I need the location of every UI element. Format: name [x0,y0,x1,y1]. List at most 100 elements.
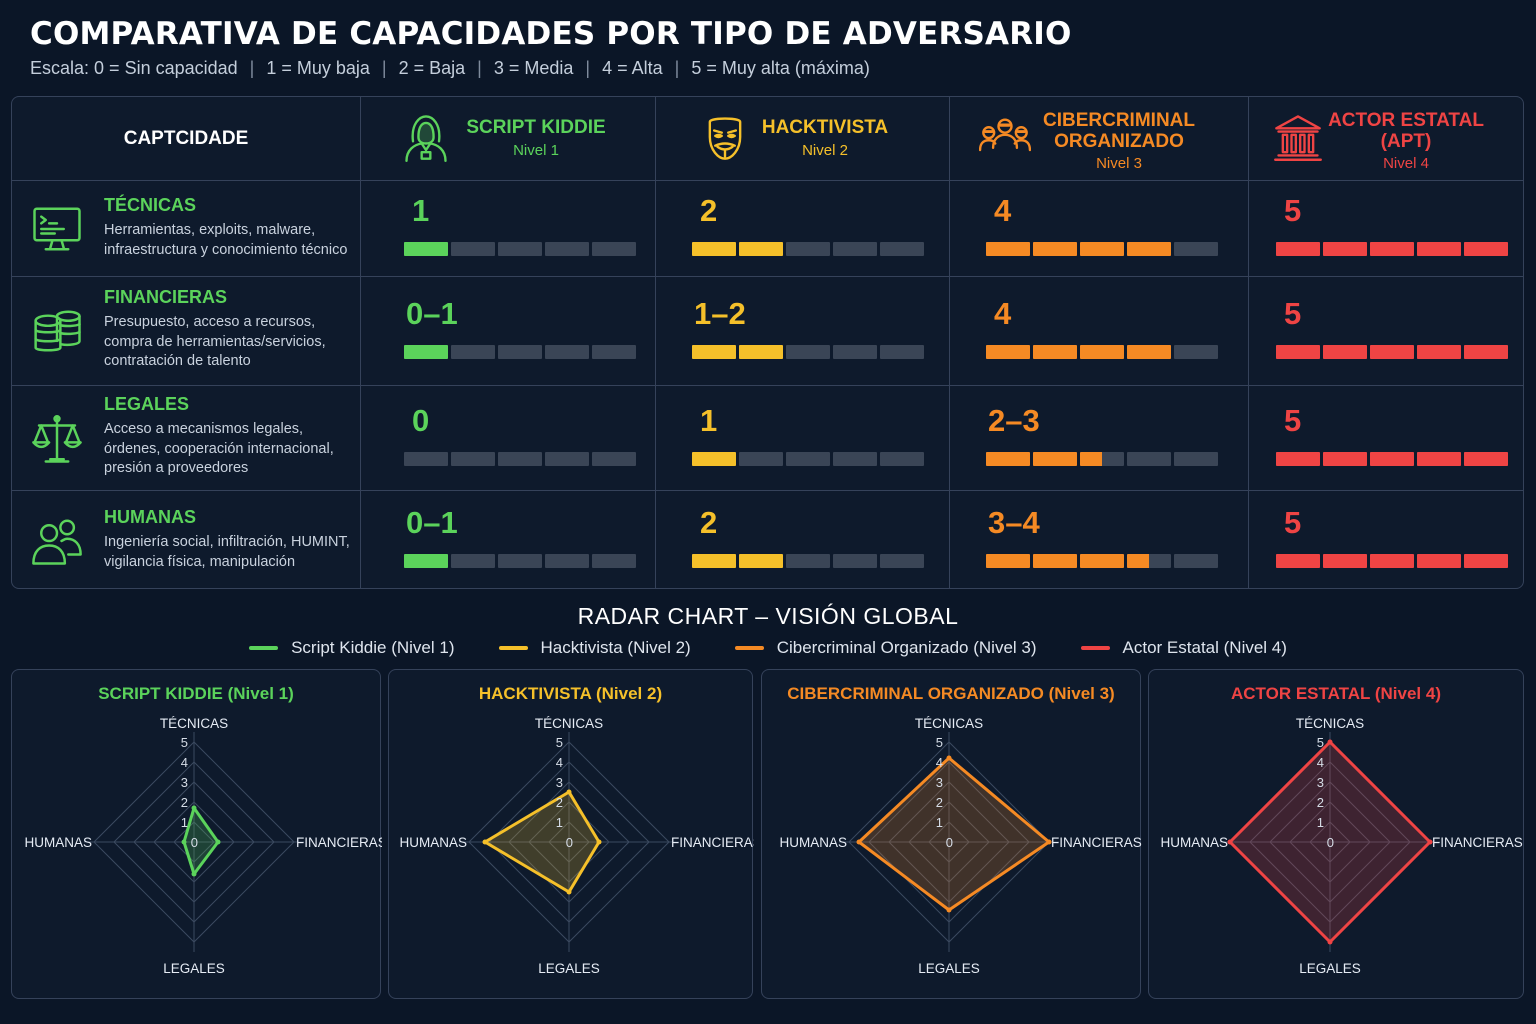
score-bar-fill [1276,242,1320,256]
description-line: Herramientas, exploits, malware, [104,222,316,238]
computer-terminal-icon [30,202,84,261]
score-bar-segment [404,554,448,568]
anonymous-mask-icon [699,111,751,168]
adversary-header: ACTOR ESTATAL (APT) Nivel 4 [1248,97,1523,181]
score-bar-fill [404,554,448,568]
score-bar [692,344,924,359]
radar-panel: CIBERCRIMINAL ORGANIZADO (Nivel 3) 0 1 2 3 4 5… [761,669,1142,999]
score-bar-segment [786,344,830,359]
score-bar [404,344,636,359]
score-bar-segment [739,242,783,256]
score-bar-fill [1370,554,1414,568]
score-bar-segment [1370,344,1414,359]
adversary-name-line: ACTOR ESTATAL [1328,110,1484,131]
score-value: 2 [700,193,718,228]
score-bar-fill [986,554,1030,568]
capability-name: HUMANAS [104,507,196,527]
score-bar [986,242,1218,256]
score-bar-segment [880,344,924,359]
hooded-hacker-icon [405,115,447,163]
score-bar-segment [498,242,542,256]
radar-axis-label: LEGALES [538,961,600,976]
radar-chart: 01 2 3 4 5 TÉCNICAS FINANCIERAS LEGALES HUMANAS [399,716,754,976]
adversary-name-line: HACKTIVISTA [761,117,889,138]
adversary-level: Nivel 2 [802,142,848,159]
radar-tick-label: 3 [1317,775,1324,790]
score-bar-fill [1464,344,1508,359]
score-bar-segment [1174,451,1218,466]
score-bar [986,344,1218,359]
score-bar-segment [592,344,636,359]
row-divider [12,490,1523,491]
scale-prefix: Escala: [30,58,90,78]
score-value: 5 [1284,505,1302,540]
score-bar [692,242,924,256]
radar-series-polygon [483,790,601,894]
score-bar-fill [1417,344,1461,359]
radar-axis-label: HUMANAS [779,835,847,850]
score-bar-segment [1080,554,1124,568]
legend-label: Actor Estatal (Nivel 4) [1122,638,1287,657]
radar-panel: SCRIPT KIDDIE (Nivel 1) 0 1 2 3 4 5 TÉCNICAS FIN… [11,669,382,999]
scale-separator: | [249,58,255,78]
score-bar-fill [1080,554,1124,568]
score-bar [1276,344,1508,359]
radar-point [1046,839,1052,845]
capability-row-label: LEGALES Acceso a mecanismos legales, órden… [12,385,360,490]
score-bar-segment [1127,344,1171,359]
radar-point [1427,839,1433,845]
radar-tick-label: 3 [556,775,563,790]
score-bar-fill [1276,554,1320,568]
score-bar-segment [1323,451,1367,466]
computer-terminal-icon [33,207,81,251]
score-bar-segment [986,242,1030,256]
score-bar-segment [1174,242,1218,256]
radar-axis-label: FINANCIERAS [296,835,382,850]
radar-section-title: RADAR CHART – VISIÓN GLOBAL [577,603,959,629]
score-bar-segment [880,242,924,256]
score-bar-segment [1276,451,1320,466]
score-bar-segment [404,451,448,466]
score-bar-segment [404,242,448,256]
radar-title: ACTOR ESTATAL (Nivel 4) [1230,684,1441,703]
score-bar-fill [1417,242,1461,256]
score-value: 5 [1284,295,1302,331]
score-bar-fill [739,554,783,568]
capabilities-table: CAPTCIDADE SCRIPT KIDDIE Nivel 1 HACKTIVIST… [11,96,1524,589]
score-bar-segment [451,344,495,359]
adversary-name: CIBERCRIMINAL ORGANIZADO [1009,110,1229,152]
score-value: 5 [1284,402,1302,438]
radar-tick-label: 4 [556,755,563,770]
score-bar-fill [1080,344,1124,359]
score-bar-segment [545,242,589,256]
capability-score-cell: 2–3 [949,385,1248,490]
score-bar-segment [545,451,589,466]
radar-tick-label: 0 [1327,835,1334,850]
radar-tick-label: 0 [191,835,198,850]
legend-item: Cibercriminal Organizado (Nivel 3) [734,638,1037,658]
radar-tick-label: 0 [946,835,953,850]
radar-axis-label: LEGALES [1299,961,1361,976]
score-bar [692,554,924,568]
radar-point [946,907,952,913]
radar-point [856,839,862,845]
score-bar-segment [1080,344,1124,359]
adversary-level: Nivel 4 [1383,155,1429,172]
adversary-name: HACKTIVISTA [715,117,935,138]
capability-description: Herramientas, exploits, malware, infraest… [104,221,347,260]
radar-point [1327,739,1333,745]
radar-legend: Script Kiddie (Nivel 1) Hacktivista (Nive… [0,638,1536,658]
score-bar-segment [692,554,736,568]
radar-point [566,789,572,795]
radar-tick-label: 4 [1317,755,1324,770]
description-line: Ingeniería social, infiltración, HUMINT, [104,534,350,550]
score-bar-segment [404,344,448,359]
scale-item: 4 = Alta [602,58,663,78]
radar-point [946,755,952,761]
description-line: Acceso a mecanismos legales, [104,421,304,437]
adversary-name-line: SCRIPT KIDDIE [466,117,606,138]
capability-score-cell: 5 [1248,385,1523,490]
radar-axis-label: FINANCIERAS [1051,835,1142,850]
radar-panel: ACTOR ESTATAL (Nivel 4) 0 1 2 3 4 5 TÉCNICAS FIN… [1148,669,1524,999]
score-bar-segment [592,554,636,568]
